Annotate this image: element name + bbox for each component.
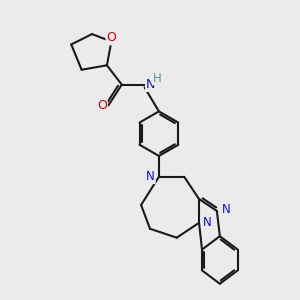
Text: O: O [106,32,116,44]
Text: N: N [203,216,212,229]
Text: N: N [221,203,230,216]
Text: O: O [97,99,107,112]
Text: N: N [146,78,155,91]
Text: N: N [146,170,155,183]
Text: H: H [153,72,162,85]
